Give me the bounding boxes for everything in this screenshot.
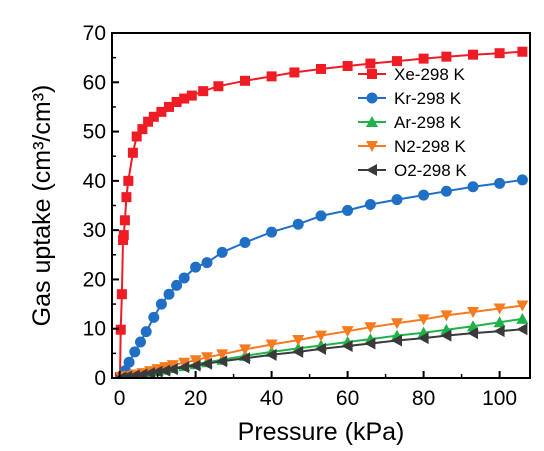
x-tick-label-80: 80 bbox=[412, 387, 435, 410]
legend-marker-kr-298-k bbox=[367, 93, 378, 104]
data-point-kr-298-k-6 bbox=[148, 312, 159, 323]
legend-marker-xe-298-k bbox=[367, 69, 377, 79]
y-tick-label-20: 20 bbox=[83, 268, 106, 291]
data-point-kr-298-k-18 bbox=[342, 205, 353, 216]
x-tick-label-100: 100 bbox=[482, 387, 517, 410]
data-point-xe-298-k-20 bbox=[240, 76, 250, 86]
data-point-xe-298-k-29 bbox=[468, 50, 478, 60]
data-point-kr-298-k-20 bbox=[392, 194, 403, 205]
x-tick-label-0: 0 bbox=[114, 387, 126, 410]
legend-entry-n2-298-k: N2-298 K bbox=[358, 137, 466, 156]
data-point-xe-298-k-31 bbox=[517, 47, 527, 57]
data-point-xe-298-k-28 bbox=[441, 52, 451, 62]
x-tick-label-40: 40 bbox=[260, 387, 283, 410]
data-point-kr-298-k-15 bbox=[266, 227, 277, 238]
data-point-xe-298-k-23 bbox=[316, 64, 326, 74]
data-point-xe-298-k-4 bbox=[119, 230, 129, 240]
plot-area bbox=[115, 47, 528, 384]
y-tick-label-70: 70 bbox=[83, 22, 106, 45]
data-point-xe-298-k-5 bbox=[120, 215, 130, 225]
y-tick-label-10: 10 bbox=[83, 318, 106, 341]
data-point-kr-298-k-4 bbox=[135, 337, 146, 348]
data-point-kr-298-k-25 bbox=[517, 174, 528, 185]
data-point-kr-298-k-11 bbox=[190, 262, 201, 273]
data-point-kr-298-k-23 bbox=[468, 181, 479, 192]
data-point-xe-298-k-24 bbox=[343, 61, 353, 71]
data-point-o2-298-k-23 bbox=[516, 323, 527, 335]
data-point-kr-298-k-10 bbox=[179, 272, 190, 283]
data-point-kr-298-k-19 bbox=[365, 199, 376, 210]
legend: Xe-298 K Kr-298 K Ar-298 K N2-298 K O2-298 K bbox=[358, 65, 467, 180]
y-tick-label-40: 40 bbox=[83, 170, 106, 193]
legend-entry-o2-298-k: O2-298 K bbox=[358, 161, 467, 180]
y-tick-label-50: 50 bbox=[83, 121, 106, 144]
y-axis-title: Gas uptake (cm³/cm³) bbox=[28, 85, 56, 327]
legend-marker-o2-298-k bbox=[366, 164, 377, 176]
data-point-xe-298-k-8 bbox=[128, 148, 138, 158]
data-point-kr-298-k-13 bbox=[217, 247, 228, 258]
data-point-xe-298-k-25 bbox=[365, 59, 375, 69]
data-point-xe-298-k-6 bbox=[121, 192, 131, 202]
data-point-kr-298-k-16 bbox=[293, 219, 304, 230]
y-tick-label-30: 30 bbox=[83, 219, 106, 242]
y-tick-label-0: 0 bbox=[94, 367, 106, 390]
x-tick-label-60: 60 bbox=[336, 387, 359, 410]
data-point-kr-298-k-5 bbox=[141, 326, 152, 337]
legend-entry-kr-298-k: Kr-298 K bbox=[358, 89, 462, 108]
data-point-ar-298-k-23 bbox=[516, 313, 528, 324]
legend-label-o2-298-k: O2-298 K bbox=[394, 161, 467, 180]
y-tick-label-60: 60 bbox=[83, 71, 106, 94]
legend-label-xe-298-k: Xe-298 K bbox=[394, 65, 466, 84]
data-point-xe-298-k-18 bbox=[198, 86, 208, 96]
data-point-kr-298-k-24 bbox=[494, 178, 505, 189]
data-point-kr-298-k-21 bbox=[418, 190, 429, 201]
data-point-xe-298-k-17 bbox=[187, 91, 197, 101]
data-point-xe-298-k-19 bbox=[213, 81, 223, 91]
x-axis-title: Pressure (kPa) bbox=[238, 418, 405, 446]
x-tick-label-20: 20 bbox=[184, 387, 207, 410]
legend-label-ar-298-k: Ar-298 K bbox=[394, 113, 462, 132]
data-point-kr-298-k-14 bbox=[240, 237, 251, 248]
series-group bbox=[115, 47, 528, 384]
data-point-kr-298-k-7 bbox=[156, 299, 167, 310]
data-point-kr-298-k-3 bbox=[129, 346, 140, 357]
data-point-xe-298-k-27 bbox=[419, 54, 429, 64]
legend-label-kr-298-k: Kr-298 K bbox=[394, 89, 462, 108]
data-point-kr-298-k-17 bbox=[316, 210, 327, 221]
data-point-xe-298-k-21 bbox=[267, 71, 277, 81]
data-point-xe-298-k-2 bbox=[117, 289, 127, 299]
data-point-kr-298-k-8 bbox=[164, 289, 175, 300]
data-point-kr-298-k-22 bbox=[441, 186, 452, 197]
legend-entry-ar-298-k: Ar-298 K bbox=[358, 113, 462, 132]
data-point-kr-298-k-2 bbox=[124, 357, 135, 368]
data-point-kr-298-k-12 bbox=[202, 257, 213, 268]
data-point-xe-298-k-22 bbox=[289, 67, 299, 77]
legend-label-n2-298-k: N2-298 K bbox=[394, 137, 466, 156]
data-point-xe-298-k-7 bbox=[123, 176, 133, 186]
data-point-xe-298-k-30 bbox=[495, 48, 505, 58]
